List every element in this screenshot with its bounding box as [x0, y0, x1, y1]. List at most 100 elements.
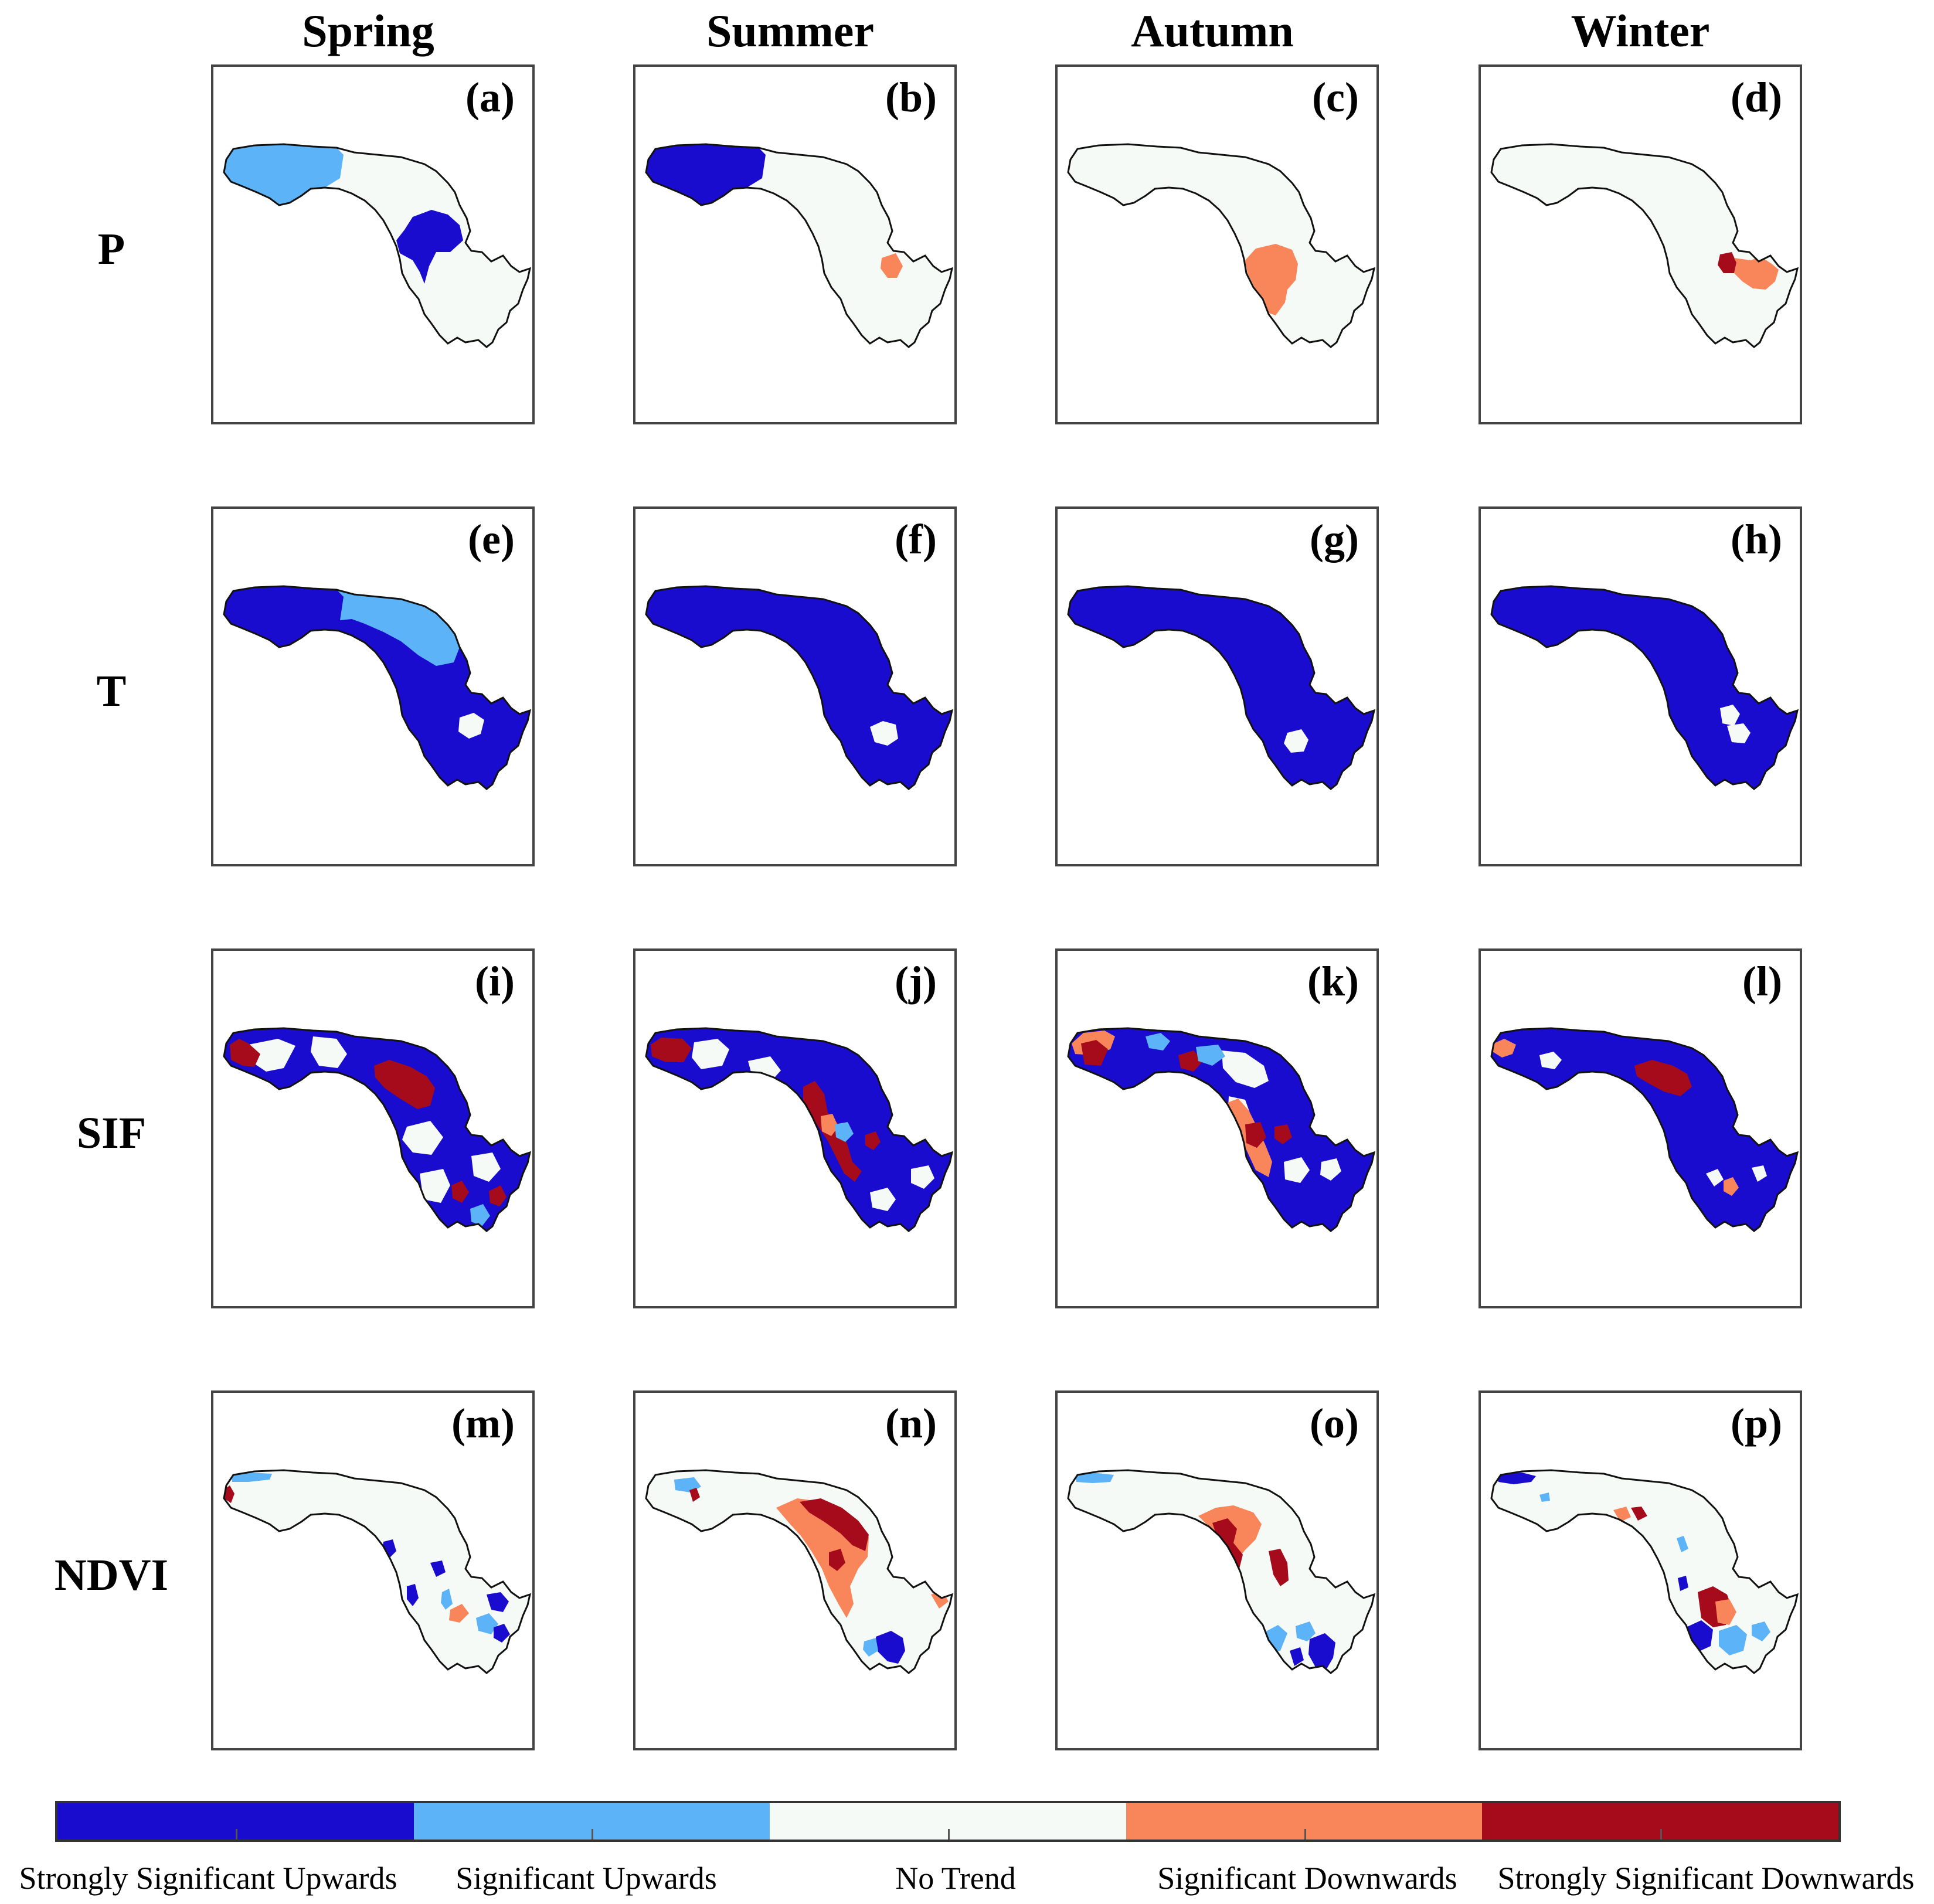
basin-map	[645, 143, 954, 348]
legend-label-strongly-significant-downwards: Strongly Significant Downwards	[1497, 1861, 1915, 1896]
panel-label: (k)	[1307, 958, 1359, 1005]
trend-region-no-trend	[870, 721, 898, 746]
trend-region-strongly-significant-downwards	[689, 1488, 700, 1502]
map-panel-i: (i)	[211, 948, 535, 1308]
basin-outline	[1490, 585, 1799, 790]
trend-region-strongly-significant-downwards	[651, 1038, 692, 1062]
trend-region-strongly-significant-upwards	[396, 210, 463, 284]
panel-label: (b)	[885, 74, 937, 121]
basin-map	[1490, 143, 1799, 348]
trend-region-significant-downwards	[1734, 257, 1779, 290]
trend-region-strongly-significant-upwards	[1491, 1028, 1797, 1231]
trend-region-no-trend	[1752, 1165, 1767, 1182]
trend-region-strongly-significant-upwards	[224, 1028, 530, 1231]
panel-label: (f)	[895, 516, 937, 563]
trend-region-significant-upwards	[1075, 1473, 1114, 1483]
basin-outline	[645, 1469, 954, 1674]
trend-region-significant-upwards	[441, 1589, 453, 1610]
trend-region-significant-upwards	[476, 1613, 498, 1634]
trend-region-significant-upwards	[1677, 1536, 1688, 1552]
basin-map	[223, 1027, 532, 1232]
panel-label: (n)	[885, 1400, 937, 1447]
basin-outline	[645, 143, 954, 348]
trend-region-no-trend	[1284, 729, 1308, 753]
row-label-t: T	[96, 667, 127, 716]
map-panel-c: (c)	[1055, 64, 1379, 424]
legend-swatch-significant-upwards	[413, 1803, 770, 1840]
legend-swatch-no-trend	[770, 1803, 1126, 1840]
trend-region-significant-downwards	[1724, 1177, 1739, 1196]
trend-region-significant-upwards	[1539, 1492, 1550, 1502]
trend-region-strongly-significant-upwards	[1290, 1647, 1304, 1666]
trend-region-significant-upwards	[224, 144, 344, 205]
column-title-summer: Summer	[706, 5, 874, 56]
map-panel-e: (e)	[211, 506, 535, 866]
map-panel-m: (m)	[211, 1390, 535, 1750]
map-panel-p: (p)	[1478, 1390, 1802, 1750]
basin-area-no-trend	[1491, 1470, 1797, 1673]
trend-region-strongly-significant-upwards	[1491, 586, 1797, 789]
trend-region-strongly-significant-downwards	[451, 1181, 469, 1203]
trend-region-strongly-significant-upwards	[1308, 1633, 1335, 1672]
trend-region-strongly-significant-upwards	[646, 1028, 952, 1231]
trend-region-no-trend	[420, 1169, 450, 1203]
trend-region-significant-upwards	[470, 1204, 490, 1226]
trend-region-no-trend	[911, 1165, 934, 1189]
legend-swatch-strongly-significant-downwards	[1482, 1803, 1838, 1840]
trend-region-strongly-significant-downwards	[1245, 1122, 1266, 1148]
trend-region-strongly-significant-upwards	[876, 1631, 905, 1664]
trend-region-significant-upwards	[835, 1122, 854, 1142]
trend-region-significant-downwards	[449, 1604, 469, 1623]
basin-outline	[1490, 143, 1799, 348]
trend-region-significant-upwards	[1719, 1625, 1747, 1655]
trend-region-strongly-significant-upwards	[1678, 1576, 1688, 1591]
trend-region-strongly-significant-downwards	[1081, 1040, 1108, 1066]
basin-outline	[223, 585, 532, 790]
trend-region-no-trend	[1706, 1169, 1724, 1186]
basin-outline	[1490, 1027, 1799, 1232]
panel-label: (g)	[1310, 516, 1359, 563]
trend-region-significant-upwards	[1296, 1621, 1316, 1641]
map-panel-o: (o)	[1055, 1390, 1379, 1750]
map-panel-l: (l)	[1478, 948, 1802, 1308]
trend-region-strongly-significant-downwards	[1634, 1060, 1692, 1096]
panel-label: (h)	[1731, 516, 1782, 563]
basin-map	[223, 585, 532, 790]
trend-region-strongly-significant-upwards	[1068, 586, 1374, 789]
basin-map	[645, 1027, 954, 1232]
map-panel-h: (h)	[1478, 506, 1802, 866]
panel-label: (c)	[1312, 74, 1359, 121]
trend-region-strongly-significant-upwards	[407, 1584, 419, 1606]
trend-region-strongly-significant-upwards	[487, 1592, 509, 1612]
trend-region-no-trend	[1539, 1052, 1562, 1069]
basin-outline	[1067, 143, 1376, 348]
map-panel-a: (a)	[211, 64, 535, 424]
map-panel-f: (f)	[633, 506, 957, 866]
basin-map	[1490, 585, 1799, 790]
trend-region-strongly-significant-downwards	[829, 1549, 845, 1571]
trend-region-no-trend	[1222, 1050, 1269, 1088]
legend-swatch-significant-downwards	[1126, 1803, 1483, 1840]
map-panel-b: (b)	[633, 64, 957, 424]
map-panel-d: (d)	[1478, 64, 1802, 424]
panel-label: (i)	[475, 958, 515, 1005]
trend-region-no-trend	[1284, 1157, 1310, 1183]
trend-region-significant-downwards	[821, 1114, 838, 1136]
basin-area-no-trend	[1491, 144, 1797, 347]
panel-label: (m)	[451, 1400, 515, 1447]
trend-region-significant-upwards	[231, 1473, 272, 1482]
trend-region-strongly-significant-downwards	[800, 1498, 869, 1551]
trend-region-significant-upwards	[1146, 1033, 1170, 1050]
basin-outline	[1067, 1027, 1376, 1232]
trend-region-significant-upwards	[1196, 1045, 1225, 1066]
trend-region-strongly-significant-upwards	[1497, 1473, 1536, 1484]
trend-region-strongly-significant-downwards	[1718, 252, 1736, 273]
basin-map	[1067, 143, 1376, 348]
basin-outline	[1067, 585, 1376, 790]
legend-swatch-strongly-significant-upwards	[57, 1803, 414, 1840]
basin-area-no-trend	[1068, 144, 1374, 347]
basin-outline	[1067, 1469, 1376, 1674]
trend-region-significant-upwards	[1752, 1621, 1770, 1641]
panel-label: (p)	[1731, 1400, 1782, 1447]
trend-region-strongly-significant-downwards	[1631, 1507, 1647, 1521]
